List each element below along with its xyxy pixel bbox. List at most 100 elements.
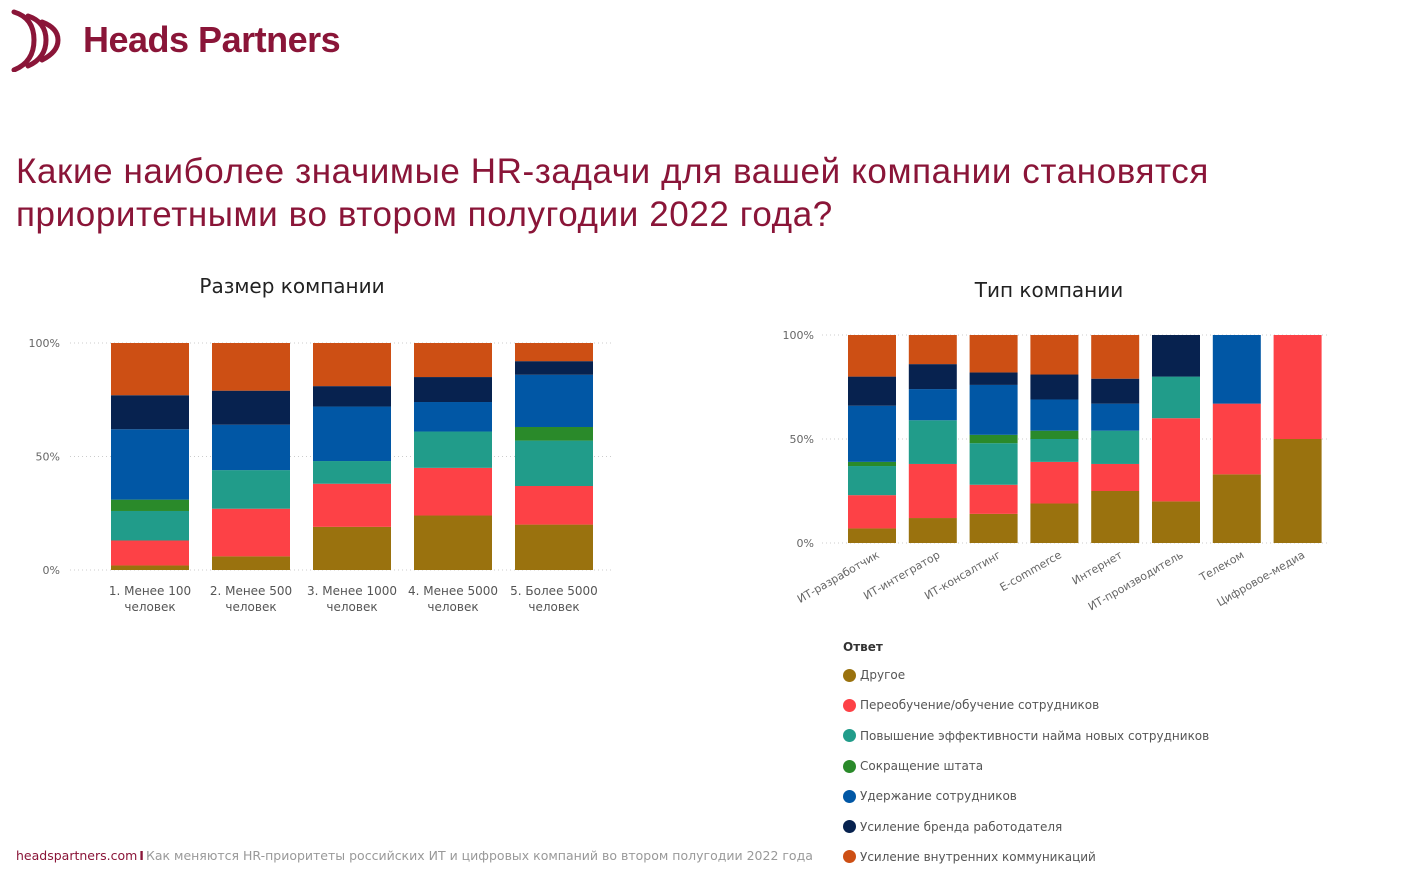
legend-swatch: [843, 820, 856, 834]
bar-segment: [515, 440, 593, 487]
legend-items: Другое Переобучение/обучение сотрудников П…: [843, 660, 1209, 872]
legend-item[interactable]: Повышение эффективности найма новых сотр…: [843, 721, 1209, 751]
bar-segment: [414, 467, 492, 516]
x-tick-label: E-commerce: [998, 548, 1064, 594]
bar-segment: [1212, 335, 1261, 404]
bar-segment: [212, 343, 290, 391]
chart-legend: Ответ Другое Переобучение/обучение сотруд…: [843, 640, 1209, 872]
bar-segment: [1030, 461, 1079, 504]
bar-segment: [969, 335, 1018, 373]
legend-label: Сокращение штата: [860, 759, 984, 774]
bar-segment: [313, 483, 391, 527]
bar-segment: [848, 376, 896, 406]
bar-segment: [848, 466, 896, 496]
bar-segment: [848, 461, 896, 467]
footer: headspartners.com I Как меняются HR-приори…: [16, 848, 813, 863]
bar-segment: [969, 484, 1018, 514]
bar-segment: [969, 513, 1018, 543]
bar-segment: [414, 377, 492, 403]
y-tick-label: 0%: [43, 564, 60, 577]
bar-segment: [313, 406, 391, 462]
bar-segment: [515, 361, 593, 375]
bar-segment: [111, 343, 189, 396]
bar-segment: [111, 499, 189, 511]
footer-site-link[interactable]: headspartners.com: [16, 848, 138, 863]
bar-segment: [1030, 374, 1079, 400]
bar-segment: [1212, 474, 1261, 543]
y-tick-label: 100%: [29, 337, 60, 350]
bar-segment: [1273, 439, 1322, 543]
bar-segment: [848, 335, 896, 377]
footer-separator: I: [139, 848, 144, 863]
bar-segment: [515, 524, 593, 570]
bar-segment: [111, 395, 189, 430]
bar-segment: [848, 495, 896, 529]
legend-label: Другое: [860, 668, 906, 683]
bar-segment: [1152, 376, 1200, 419]
legend-label: Усиление бренда работодателя: [860, 819, 1063, 834]
bar-segment: [908, 518, 957, 543]
bar-segment: [1152, 335, 1200, 377]
legend-label: Переобучение/обучение сотрудников: [860, 698, 1100, 713]
bar-segment: [1030, 399, 1079, 431]
bar-segment: [414, 515, 492, 570]
legend-swatch: [843, 850, 856, 864]
bar-segment: [111, 540, 189, 566]
x-tick-label: 1. Менее 100 человек: [109, 584, 191, 614]
bar-segment: [414, 402, 492, 432]
bar-segment: [515, 343, 593, 362]
footer-text: Как меняются HR-приоритеты российских ИТ…: [145, 848, 813, 863]
bar-segment: [515, 374, 593, 427]
x-tick-label: 5. Более 5000 человек: [510, 584, 598, 614]
bar-segment: [908, 389, 957, 421]
y-tick-label: 100%: [783, 329, 814, 342]
bar-segment: [848, 405, 896, 462]
bar-segment: [1152, 418, 1200, 502]
x-tick-label: 4. Менее 5000 человек: [408, 584, 498, 614]
bar-segment: [1152, 501, 1200, 543]
legend-swatch: [843, 698, 856, 712]
bar-segment: [1030, 503, 1079, 543]
brand-name: Heads Partners: [83, 19, 341, 60]
bar-segment: [908, 335, 957, 365]
x-tick-label: 2. Менее 500 человек: [210, 584, 292, 614]
legend-item[interactable]: Усиление внутренних коммуникаций: [843, 842, 1209, 872]
bar-segment: [1091, 335, 1140, 379]
legend-title: Ответ: [843, 640, 883, 654]
bar-segment: [212, 508, 290, 557]
bar-segment: [414, 343, 492, 378]
legend-swatch: [843, 789, 856, 803]
bar-segment: [969, 384, 1018, 435]
bar-segment: [111, 510, 189, 541]
bar-segment: [969, 434, 1018, 444]
legend-label: Удержание сотрудников: [860, 789, 1017, 804]
legend-label: Повышение эффективности найма новых сотр…: [860, 728, 1210, 743]
bar-segment: [212, 556, 290, 570]
legend-item[interactable]: Удержание сотрудников: [843, 781, 1209, 811]
legend-label: Усиление внутренних коммуникаций: [860, 849, 1096, 864]
legend-item[interactable]: Усиление бренда работодателя: [843, 811, 1209, 841]
bar-segment: [515, 486, 593, 525]
bar-segment: [212, 390, 290, 425]
bar-segment: [313, 343, 391, 387]
bar-segment: [969, 372, 1018, 385]
y-tick-label: 50%: [790, 433, 814, 446]
bar-segment: [212, 470, 290, 509]
legend-swatch: [843, 759, 856, 773]
legend-swatch: [843, 668, 856, 682]
bar-segment: [212, 424, 290, 471]
legend-item[interactable]: Другое: [843, 660, 1209, 690]
bar-segment: [1030, 335, 1079, 375]
bar-segment: [848, 528, 896, 543]
bar-segment: [908, 364, 957, 390]
chart-company-size: Размер компании 0% 50% 100% 1. Менее 100 чело…: [29, 274, 612, 614]
bar-segment: [1273, 335, 1322, 439]
chart-title: Размер компании: [199, 274, 384, 298]
legend-item[interactable]: Переобучение/обучение сотрудников: [843, 690, 1209, 720]
triple-chevron-logo-icon: [11, 9, 61, 72]
legend-item[interactable]: Сокращение штата: [843, 751, 1209, 781]
bar-segment: [1030, 439, 1079, 462]
bar-segment: [111, 429, 189, 500]
bar-segment: [1091, 403, 1140, 431]
x-tick-label: 3. Менее 1000 человек: [307, 584, 397, 614]
